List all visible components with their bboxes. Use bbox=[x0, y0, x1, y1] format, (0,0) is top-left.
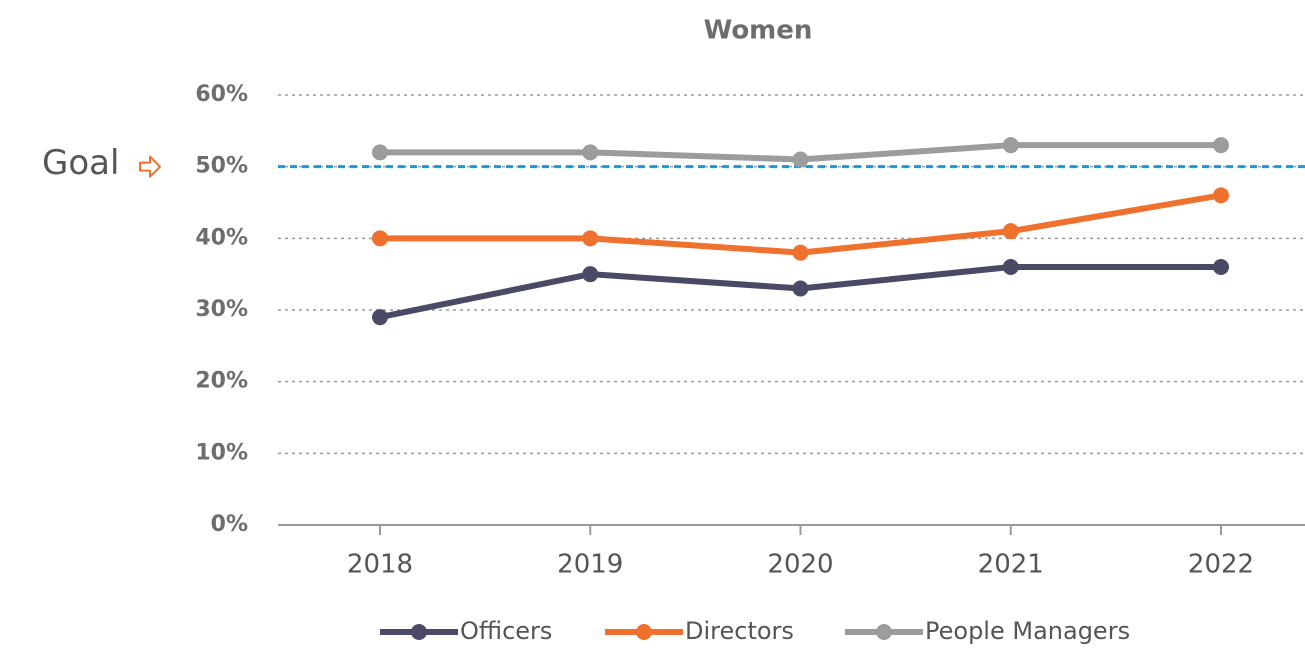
x-tick-label: 2021 bbox=[978, 550, 1044, 580]
data-point bbox=[372, 309, 388, 326]
y-tick-label: 0% bbox=[211, 512, 248, 537]
x-tick-label: 2018 bbox=[347, 550, 413, 580]
y-tick-label: 40% bbox=[195, 225, 248, 250]
data-point bbox=[372, 230, 388, 247]
data-point bbox=[1213, 137, 1229, 154]
y-tick-label: 10% bbox=[195, 440, 248, 465]
legend-label: Officers bbox=[460, 617, 552, 645]
data-point bbox=[792, 244, 809, 261]
data-point bbox=[1002, 137, 1019, 154]
y-tick-label: 60% bbox=[195, 82, 248, 107]
legend-label: People Managers bbox=[925, 617, 1130, 645]
data-point bbox=[372, 144, 388, 161]
data-point bbox=[582, 266, 599, 283]
data-point bbox=[582, 230, 599, 247]
x-tick-label: 2022 bbox=[1188, 550, 1254, 580]
chart-title: Women bbox=[704, 16, 813, 46]
data-point bbox=[1213, 187, 1229, 204]
series-line bbox=[380, 192, 1222, 256]
goal-arrow bbox=[139, 155, 161, 178]
legend-swatch-dot bbox=[636, 624, 652, 640]
legend-swatch-dot bbox=[411, 624, 427, 640]
y-tick-label: 30% bbox=[195, 297, 248, 322]
data-point bbox=[1213, 259, 1229, 275]
legend-swatch-dot bbox=[876, 624, 892, 640]
data-point bbox=[1002, 259, 1019, 275]
x-tick-label: 2019 bbox=[557, 550, 623, 580]
goal-arrow-shape bbox=[139, 155, 161, 178]
data-point bbox=[792, 151, 809, 168]
data-point bbox=[582, 144, 599, 161]
y-tick-label: 20% bbox=[195, 369, 248, 394]
goal-label: Goal bbox=[42, 143, 119, 183]
data-point bbox=[1002, 223, 1019, 240]
data-point bbox=[792, 280, 809, 297]
y-tick-label: 50% bbox=[195, 154, 248, 179]
legend-label: Directors bbox=[685, 617, 794, 645]
x-tick-label: 2020 bbox=[767, 550, 833, 580]
